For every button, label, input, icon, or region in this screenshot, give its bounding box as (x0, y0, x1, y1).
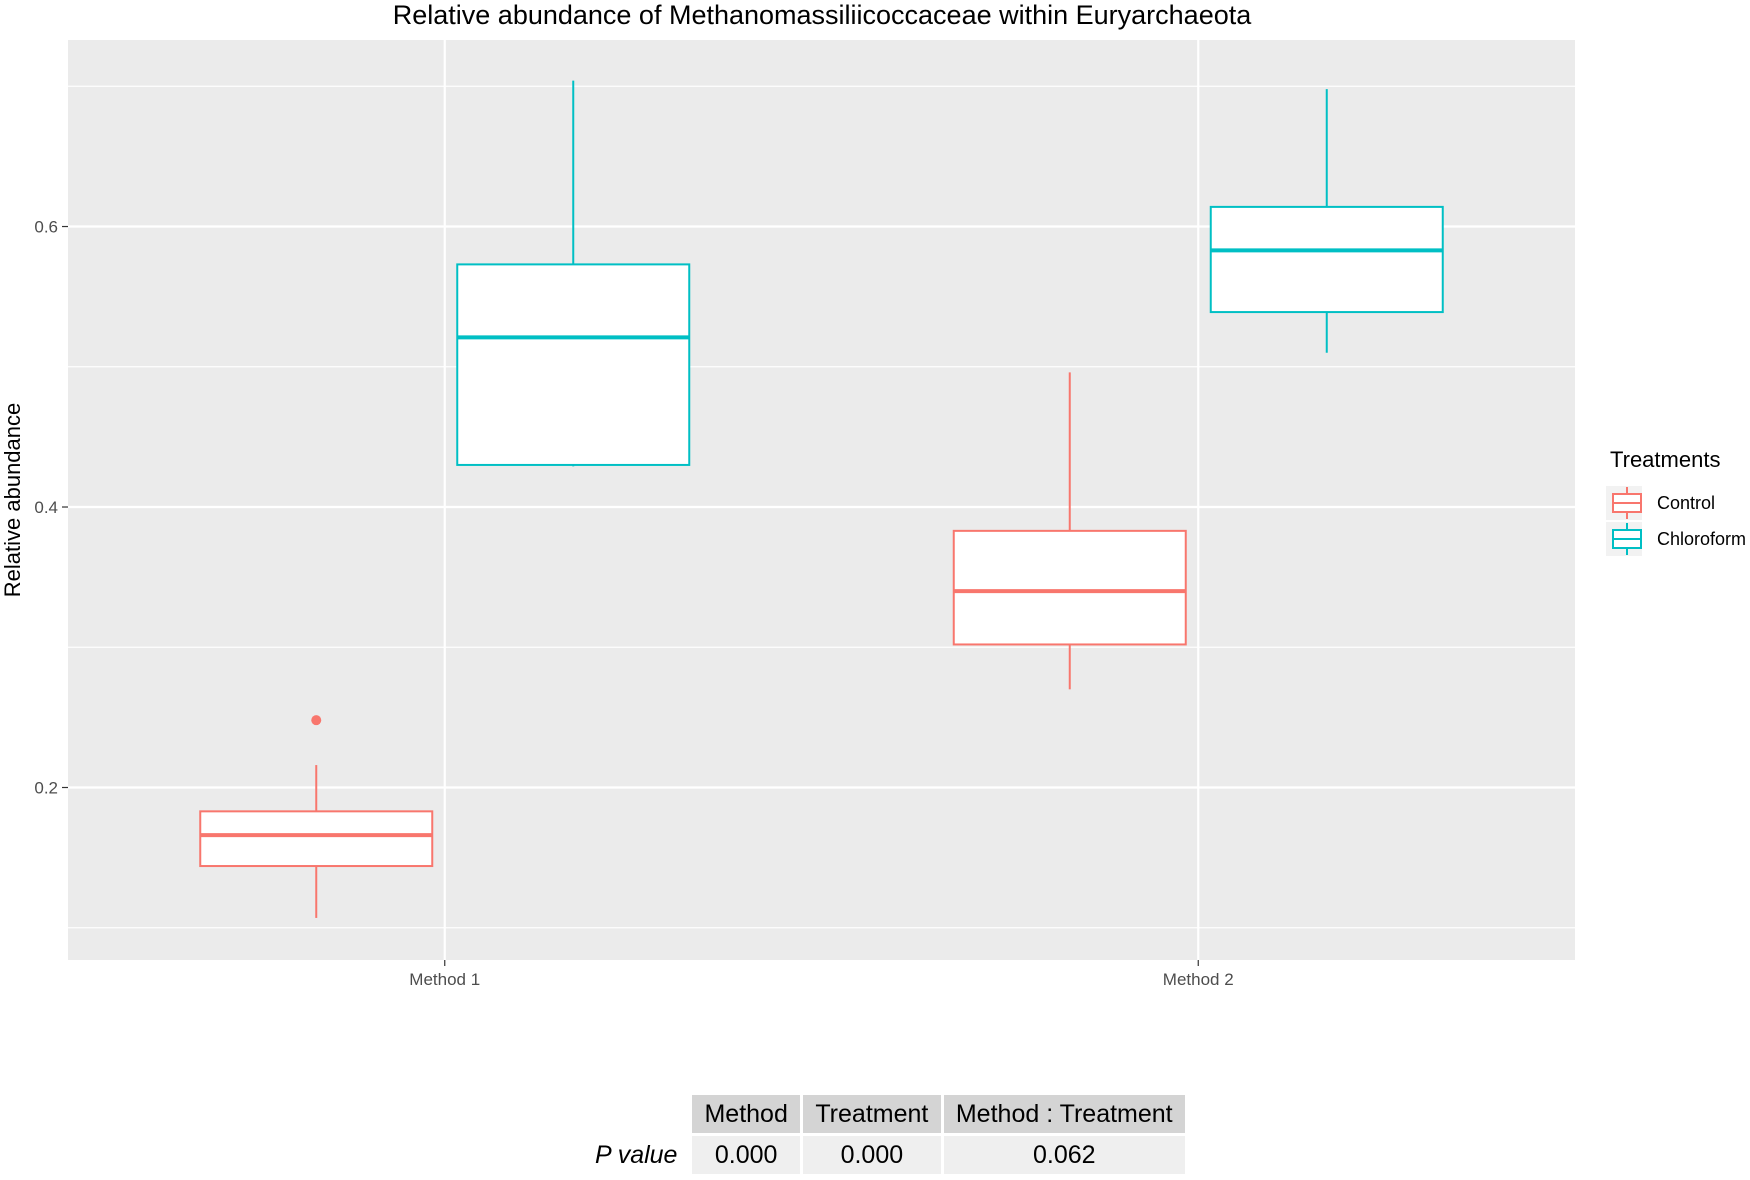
legend: Treatments Control Chloroform (1606, 447, 1746, 556)
legend-keys: Control Chloroform (1606, 486, 1746, 556)
pvalue-header-method: Method (692, 1095, 800, 1133)
legend-label: Chloroform (1657, 529, 1746, 549)
pvalue-table: Method Treatment Method : Treatment P va… (580, 1092, 1188, 1177)
axis-layer: 0.2 0.4 0.6 Method 1 Method 2 (34, 218, 1233, 989)
box-control-method-2 (952, 372, 1187, 690)
box-chloroform-method-1 (456, 80, 691, 467)
pvalue-header-row: Method Treatment Method : Treatment (583, 1095, 1185, 1133)
x-tick-label: Method 1 (409, 970, 480, 989)
pvalue-header-treatment: Treatment (802, 1095, 941, 1133)
box-chloroform-method-2 (1209, 89, 1444, 353)
iqr-box (952, 529, 1187, 646)
x-tick-label: Method 2 (1163, 970, 1234, 989)
pvalue-header-interaction: Method : Treatment (943, 1095, 1185, 1133)
outlier-point (311, 715, 322, 726)
iqr-box (456, 263, 691, 466)
pvalue-row-label: P value (595, 1140, 678, 1169)
y-tick-label: 0.2 (34, 779, 58, 798)
pvalue-corner-cell (583, 1095, 689, 1133)
iqr-box (199, 810, 434, 868)
box-layer (199, 80, 1444, 918)
y-tick-label: 0.6 (34, 218, 58, 237)
legend-label: Control (1657, 493, 1715, 513)
y-axis-title: Relative abundance (0, 403, 25, 597)
legend-key-control: Control (1606, 486, 1715, 520)
y-tick-label: 0.4 (34, 498, 58, 517)
box-control-method-1 (199, 715, 434, 918)
pvalue-method: 0.000 (692, 1136, 800, 1174)
iqr-box (1209, 205, 1444, 314)
legend-title: Treatments (1610, 447, 1720, 472)
pvalue-value-row: P value 0.000 0.000 0.062 (583, 1136, 1185, 1174)
plot-panel (68, 40, 1575, 960)
legend-key-chloroform: Chloroform (1606, 522, 1746, 556)
pvalue-treatment: 0.000 (802, 1136, 941, 1174)
pvalue-interaction: 0.062 (943, 1136, 1185, 1174)
chart-title: Relative abundance of Methanomassiliicoc… (393, 0, 1252, 30)
